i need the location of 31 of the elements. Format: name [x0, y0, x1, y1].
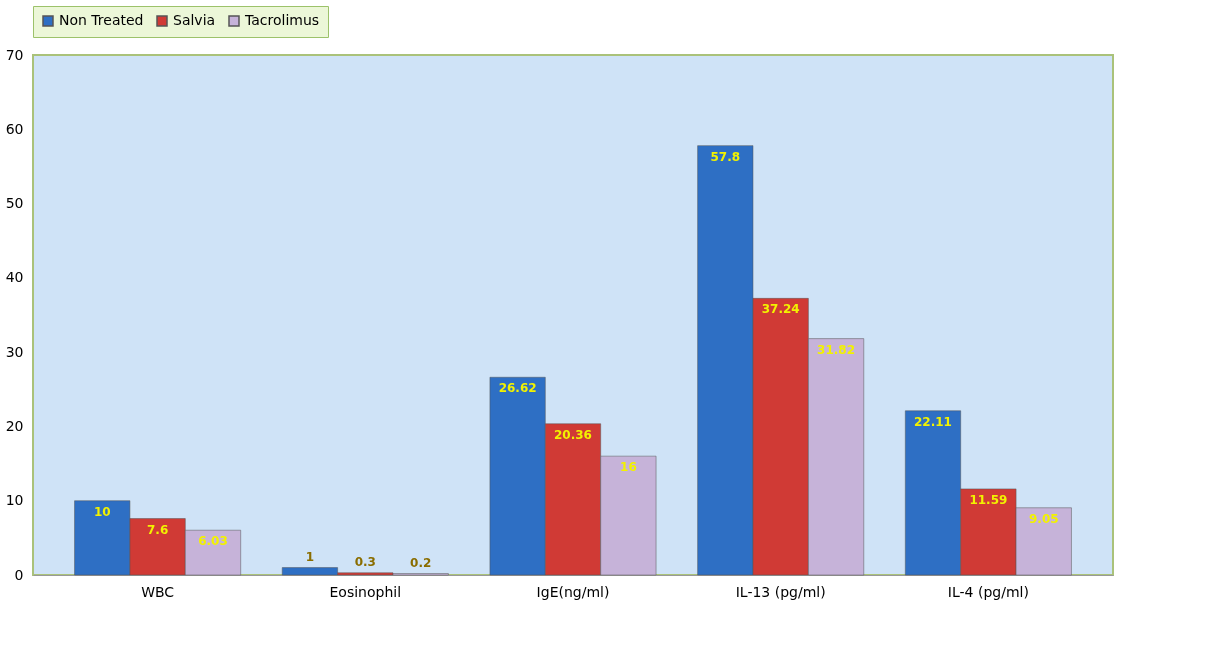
legend-label: Non Treated [59, 12, 144, 28]
data-label: 57.8 [710, 149, 741, 164]
data-label: 0.2 [410, 555, 432, 570]
y-tick-label: 70 [5, 46, 24, 63]
y-tick-label: 10 [5, 492, 24, 509]
y-tick-label: 60 [5, 120, 24, 137]
y-tick-label: 20 [5, 417, 24, 434]
x-tick-label: Eosinophil [329, 583, 402, 600]
data-label: 20.36 [554, 427, 592, 442]
data-label: 10 [93, 504, 111, 519]
legend-label: Salvia [173, 12, 216, 28]
data-label: 11.59 [969, 492, 1008, 507]
data-label: 37.24 [761, 302, 800, 317]
data-label: 6.03 [198, 534, 228, 549]
data-label: 31.82 [817, 342, 856, 357]
data-label: 22.11 [914, 414, 952, 429]
data-label: 7.6 [146, 522, 169, 537]
data-label: 26.62 [498, 381, 537, 396]
x-tick-label: IL-13 (pg/ml) [735, 583, 826, 600]
x-tick-label: WBC [141, 583, 175, 600]
x-tick-label: IgE(ng/ml) [536, 583, 610, 600]
data-label: 16 [620, 460, 637, 475]
data-label: 0.3 [354, 554, 376, 569]
data-label: 9.05 [1028, 511, 1059, 526]
x-tick-label: IL-4 (pg/ml) [947, 583, 1029, 600]
y-tick-label: 0 [14, 566, 24, 583]
y-tick-label: 40 [5, 269, 24, 286]
y-tick-label: 30 [5, 343, 24, 360]
y-tick-label: 50 [5, 195, 24, 212]
legend-label: Tacrolimus [244, 12, 320, 28]
data-label: 1 [305, 549, 315, 564]
